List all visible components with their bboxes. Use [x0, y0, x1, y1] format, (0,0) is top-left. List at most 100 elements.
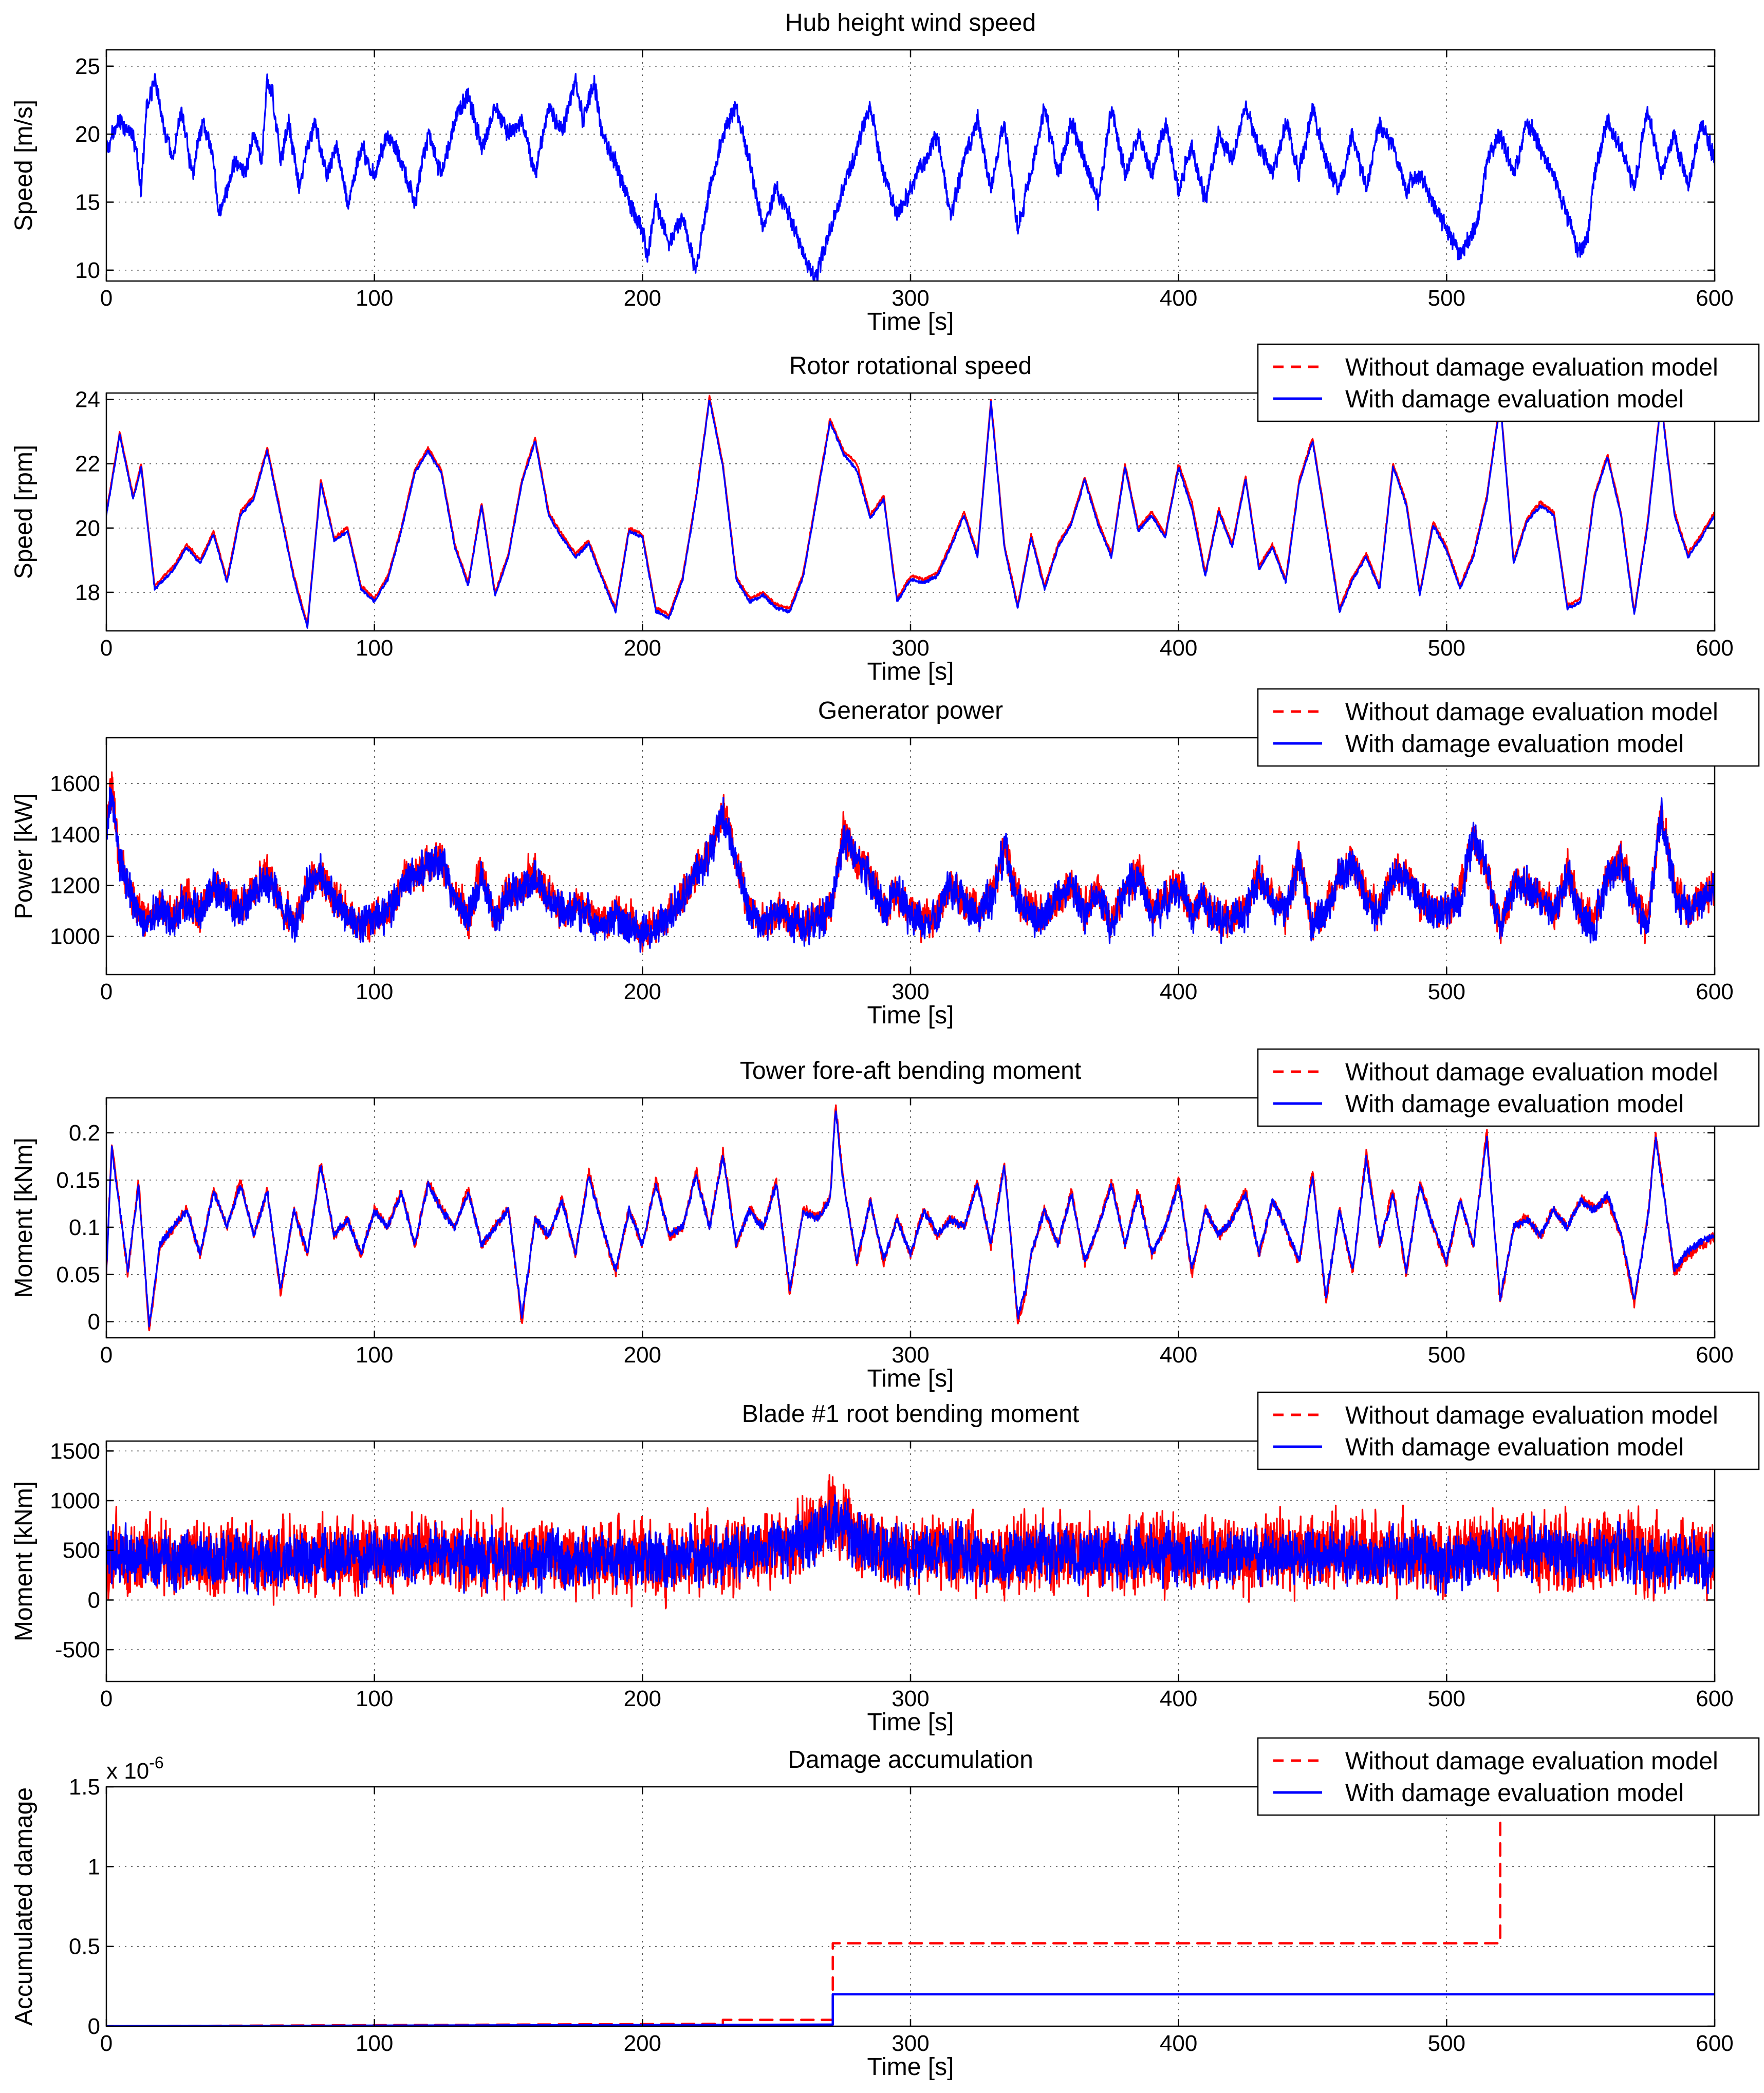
y-axis-label: Moment [kNm]: [10, 1481, 38, 1641]
x-tick-label: 100: [356, 286, 393, 311]
x-tick-label: 600: [1696, 979, 1733, 1004]
y-axis-label: Speed [m/s]: [10, 100, 38, 231]
y-tick-label: 1200: [50, 873, 100, 899]
y-tick-label: 0.15: [56, 1168, 100, 1193]
legend-box: [1257, 343, 1760, 422]
y-tick-label: 1.5: [69, 1774, 100, 1800]
x-tick-label: 600: [1696, 1686, 1733, 1711]
x-tick-label: 300: [892, 1686, 929, 1711]
x-tick-label: 0: [100, 979, 113, 1004]
series-line-without-damage-model: [106, 1104, 1715, 1332]
x-tick-label: 400: [1160, 2031, 1197, 2056]
x-tick-label: 500: [1428, 636, 1465, 661]
y-tick-label: 1: [88, 1854, 100, 1879]
legend-entry-label: Without damage evaluation model: [1345, 1748, 1718, 1775]
plot-title: Tower fore-aft bending moment: [740, 1057, 1081, 1085]
x-tick-label: 400: [1160, 636, 1197, 661]
y-tick-label: 10: [75, 258, 100, 283]
x-tick-label: 200: [624, 1342, 661, 1368]
y-tick-label: 0.05: [56, 1262, 100, 1287]
y-tick-label: 25: [75, 54, 100, 79]
x-axis-label: Time [s]: [867, 1002, 954, 1029]
y-tick-label: 0: [88, 1310, 100, 1335]
legend-entry-label: Without damage evaluation model: [1345, 699, 1718, 726]
legend: Without damage evaluation model With dama…: [1257, 1048, 1760, 1127]
plot-title: Hub height wind speed: [785, 9, 1036, 36]
x-tick-label: 400: [1160, 1686, 1197, 1711]
x-tick-label: 300: [892, 1342, 929, 1368]
x-tick-label: 200: [624, 1686, 661, 1711]
legend: Without damage evaluation model With dama…: [1257, 1737, 1760, 1816]
series-line-with-damage-model: [106, 1494, 1715, 1596]
x-tick-label: 100: [356, 636, 393, 661]
y-axis-label: Power [kW]: [10, 793, 38, 919]
y-tick-label: 0.1: [69, 1215, 100, 1240]
x-tick-label: 200: [624, 2031, 661, 2056]
legend-box: [1257, 1391, 1760, 1470]
y-tick-label: 24: [75, 387, 100, 413]
x-tick-label: 600: [1696, 1342, 1733, 1368]
legend: Without damage evaluation model With dama…: [1257, 688, 1760, 767]
x-axis-label: Time [s]: [867, 2053, 954, 2081]
legend: Without damage evaluation model With dama…: [1257, 343, 1760, 422]
axes-frame: [105, 392, 1716, 632]
y-tick-label: 500: [63, 1538, 100, 1563]
x-axis-label: Time [s]: [867, 1709, 954, 1736]
series-line-with-damage-model: [106, 1110, 1715, 1328]
legend: Without damage evaluation model With dama…: [1257, 1391, 1760, 1470]
legend-box: [1257, 688, 1760, 767]
x-tick-label: 300: [892, 636, 929, 661]
y-tick-label: 1500: [50, 1438, 100, 1464]
x-tick-label: 600: [1696, 2031, 1733, 2056]
x-axis-label: Time [s]: [867, 658, 954, 685]
y-tick-label: 1600: [50, 771, 100, 796]
x-tick-label: 0: [100, 1342, 113, 1368]
y-axis-label: Moment [kNm]: [10, 1137, 38, 1298]
wind-speed-panel: 0 100 200 300 400 500 600 10 15 20 25 Time [s] Speed…: [10, 9, 1734, 335]
y-axis-label: Speed [rpm]: [10, 445, 38, 579]
x-tick-label: 200: [624, 636, 661, 661]
series-line-with-damage-model: [106, 1993, 1715, 2026]
legend-entry-label: With damage evaluation model: [1345, 1434, 1684, 1461]
x-tick-label: 100: [356, 1686, 393, 1711]
x-tick-label: 500: [1428, 1686, 1465, 1711]
y-axis-multiplier: x 10-6: [106, 1753, 164, 1784]
tower-moment-panel: 0 100 200 300 400 500 600 0 0.05 0.1 0.15 0.2 Time […: [10, 1048, 1760, 1392]
x-tick-label: 0: [100, 2031, 113, 2056]
damage-accumulation-panel: 0 100 200 300 400 500 600 0 0.5 1 1.5 Time [s] Accum…: [10, 1737, 1760, 2081]
x-axis-label: Time [s]: [867, 308, 954, 335]
plot-title: Damage accumulation: [788, 1746, 1033, 1773]
y-tick-label: 1000: [50, 1488, 100, 1513]
plot-title: Generator power: [818, 697, 1003, 724]
blade-moment-panel: 0 100 200 300 400 500 600-500050010001500Time …: [10, 1391, 1760, 1736]
legend-entry-label: With damage evaluation model: [1345, 1780, 1684, 1807]
y-axis-label: Accumulated damage: [10, 1787, 38, 2026]
y-tick-label: 20: [75, 516, 100, 541]
x-tick-label: 400: [1160, 1342, 1197, 1368]
legend-entry-label: Without damage evaluation model: [1345, 1402, 1718, 1429]
y-tick-label: -500: [55, 1637, 100, 1662]
y-tick-label: 0: [88, 2014, 100, 2039]
series-line-without-damage-model: [106, 395, 1715, 625]
y-tick-label: 0: [88, 1587, 100, 1613]
legend-entry-label: With damage evaluation model: [1345, 386, 1684, 413]
x-tick-label: 0: [100, 636, 113, 661]
x-tick-label: 300: [892, 2031, 929, 2056]
x-tick-label: 500: [1428, 1342, 1465, 1368]
x-axis-label: Time [s]: [867, 1365, 954, 1392]
x-tick-label: 500: [1428, 2031, 1465, 2056]
x-tick-label: 400: [1160, 979, 1197, 1004]
x-tick-label: 600: [1696, 286, 1733, 311]
x-tick-label: 300: [892, 286, 929, 311]
series-line-with-damage-model: [106, 787, 1715, 953]
plot-title: Rotor rotational speed: [789, 352, 1032, 380]
y-tick-label: 1000: [50, 924, 100, 949]
x-tick-label: 200: [624, 286, 661, 311]
x-tick-label: 100: [356, 2031, 393, 2056]
x-tick-label: 300: [892, 979, 929, 1004]
legend-box: [1257, 1048, 1760, 1127]
axes-frame: [105, 49, 1716, 282]
legend-entry-label: With damage evaluation model: [1345, 1091, 1684, 1118]
x-tick-label: 0: [100, 286, 113, 311]
y-tick-label: 22: [75, 452, 100, 477]
